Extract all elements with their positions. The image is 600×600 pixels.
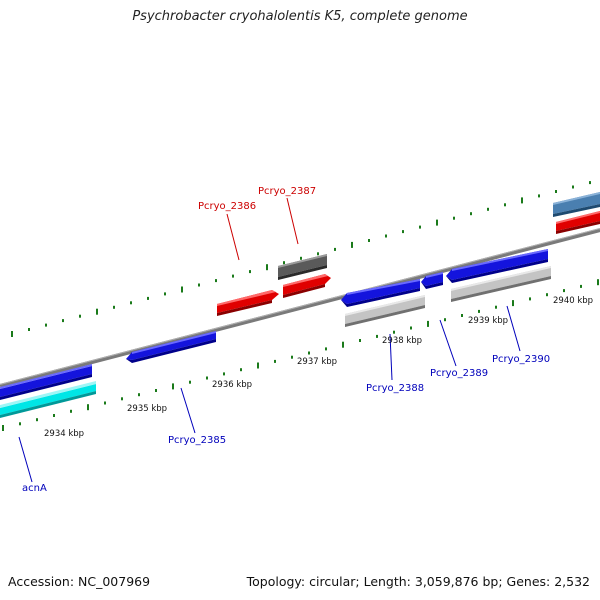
- leader-Pcryo_2385: [180, 387, 196, 434]
- gene-feature-acnA[interactable]: [0, 364, 92, 400]
- upper-tick-track: [11, 181, 591, 337]
- kbp-label-2936: 2936 kbp: [212, 380, 252, 390]
- gene-feature-Pcryo_2387[interactable]: [278, 254, 327, 280]
- gene-feature-Pcryo_2390-pseudo[interactable]: [451, 266, 551, 302]
- lower-tick-track: [2, 279, 599, 431]
- gene-label-Pcryo_2387[interactable]: Pcryo_2387: [258, 186, 316, 197]
- gene-label-Pcryo_2386[interactable]: Pcryo_2386: [198, 201, 256, 212]
- gene-feature-right-steel[interactable]: [553, 192, 600, 217]
- gene-label-Pcryo_2390[interactable]: Pcryo_2390: [492, 354, 550, 365]
- kbp-label-2935: 2935 kbp: [127, 404, 167, 414]
- genome-title: Psychrobacter cryohalolentis K5, complet…: [132, 9, 468, 24]
- kbp-label-2940: 2940 kbp: [553, 296, 593, 306]
- leader-Pcryo_2388: [389, 333, 393, 381]
- gene-feature-Pcryo_2388-pseudo[interactable]: [345, 295, 425, 327]
- kbp-label-2938: 2938 kbp: [382, 336, 422, 346]
- leader-acnA: [18, 436, 33, 483]
- genome-summary-text: Topology: circular; Length: 3,059,876 bp…: [246, 574, 590, 589]
- kbp-label-2937: 2937 kbp: [297, 357, 337, 367]
- leader-Pcryo_2386: [226, 213, 240, 261]
- leader-Pcryo_2387: [286, 197, 299, 245]
- gene-label-Pcryo_2389[interactable]: Pcryo_2389: [430, 368, 488, 379]
- gene-feature-Pcryo_2387-reverse[interactable]: [283, 274, 331, 298]
- genome-backbone-highlight: [0, 228, 600, 385]
- genome-backbone: [0, 228, 600, 388]
- gene-feature-Pcryo_2388[interactable]: [341, 279, 420, 307]
- kbp-label-2934: 2934 kbp: [44, 429, 84, 439]
- kbp-label-2939: 2939 kbp: [468, 316, 508, 326]
- leader-Pcryo_2390: [506, 305, 521, 352]
- gene-feature-Pcryo_2386[interactable]: [217, 290, 279, 316]
- gene-label-Pcryo_2385[interactable]: Pcryo_2385: [168, 435, 226, 446]
- gene-feature-Pcryo_2390[interactable]: [446, 249, 548, 283]
- gene-feature-Pcryo_2389[interactable]: [421, 272, 443, 289]
- gene-feature-Pcryo_2385[interactable]: [126, 331, 216, 363]
- accession-text: Accession: NC_007969: [8, 574, 151, 589]
- gene-feature-right-red[interactable]: [556, 211, 600, 234]
- gene-label-acnA[interactable]: acnA: [22, 483, 47, 494]
- gene-feature-acnA-rna[interactable]: [0, 381, 96, 418]
- leader-Pcryo_2389: [439, 319, 457, 367]
- gene-label-Pcryo_2388[interactable]: Pcryo_2388: [366, 383, 424, 394]
